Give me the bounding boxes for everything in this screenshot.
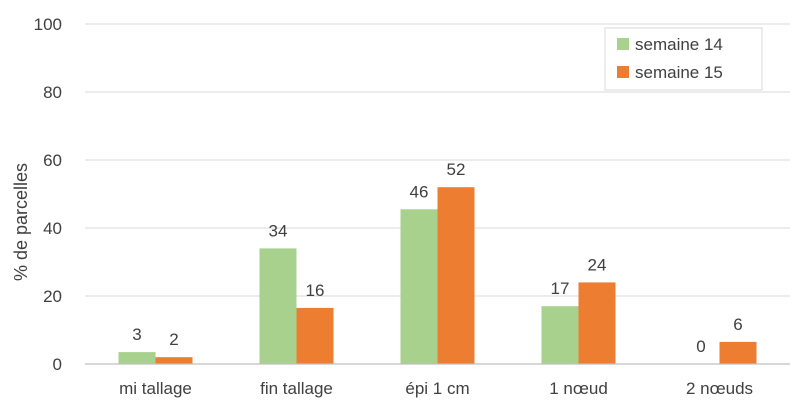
data-label: 17 [551,279,570,298]
legend-label: semaine 14 [635,35,723,54]
data-label: 52 [447,160,466,179]
bar-semaine-15 [155,357,193,364]
bar-semaine-15 [719,341,757,364]
bar-semaine-15 [437,187,475,364]
bar-semaine-14 [400,209,438,364]
x-tick-label: épi 1 cm [405,379,469,398]
data-label: 2 [169,330,178,349]
bar-semaine-15 [296,307,334,364]
y-tick-label: 80 [43,83,62,102]
y-tick-label: 100 [34,15,62,34]
x-tick-label: fin tallage [260,379,333,398]
y-tick-label: 60 [43,151,62,170]
bar-semaine-14 [118,352,156,364]
data-label: 16 [306,281,325,300]
x-tick-label: 2 nœuds [686,379,753,398]
legend-swatch [617,66,629,78]
data-label: 34 [269,221,288,240]
data-label: 3 [132,325,141,344]
y-axis-title: % de parcelles [11,163,31,281]
data-label: 24 [588,255,607,274]
y-tick-label: 0 [53,355,62,374]
bar-semaine-15 [578,282,616,364]
legend: semaine 14 semaine 15 [604,27,763,91]
legend-box [604,27,763,91]
bar-semaine-14 [259,248,297,364]
x-tick-label: 1 nœud [549,379,608,398]
y-tick-label: 40 [43,219,62,238]
bar-semaine-14 [541,306,579,364]
data-label: 6 [733,315,742,334]
bars [118,187,757,364]
data-label: 46 [410,182,429,201]
x-tick-label: mi tallage [119,379,192,398]
data-label: 0 [696,337,705,356]
legend-swatch [617,38,629,50]
y-tick-label: 20 [43,287,62,306]
gridlines [85,23,790,297]
legend-label: semaine 15 [635,63,723,82]
data-labels: 3 2 34 16 46 52 17 24 0 6 [132,160,742,356]
